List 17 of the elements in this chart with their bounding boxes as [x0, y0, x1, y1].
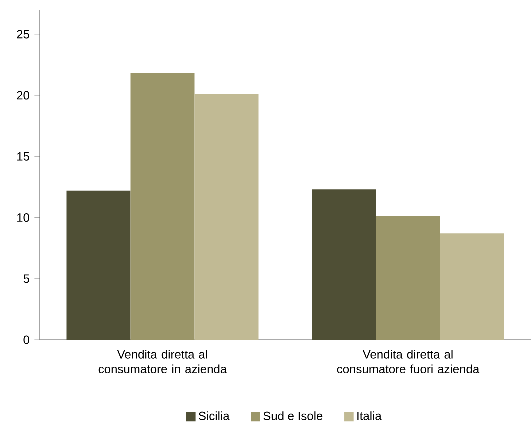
x-tick-label: Vendita diretta al consumatore in azienda [98, 350, 228, 374]
bar [130, 74, 195, 340]
y-tick-label: 10 [18, 214, 30, 222]
y-tick-label: 5 [24, 274, 30, 284]
y-tick-label: 25 [17, 30, 30, 39]
bar [440, 234, 504, 340]
bar [66, 190, 131, 340]
y-tick-label: 20 [17, 91, 30, 100]
y-tick-label: 0 [24, 336, 30, 344]
bar [194, 94, 259, 340]
legend-label: Sicilia [199, 412, 230, 420]
x-tick-label: Vendita diretta al consumatore fuori azienda [337, 350, 480, 374]
legend-label: Italia [358, 412, 382, 420]
bar [312, 190, 376, 340]
bar [376, 216, 440, 340]
y-tick-label: 15 [18, 152, 30, 161]
legend-label: Sud e Isole [264, 412, 323, 420]
